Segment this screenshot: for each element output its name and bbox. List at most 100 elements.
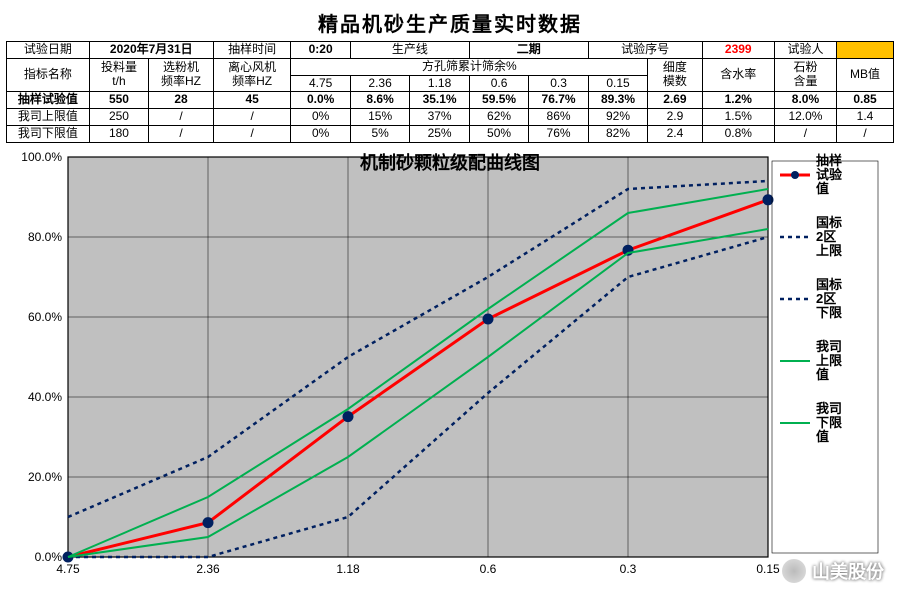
cell: 89.3%: [588, 92, 647, 109]
table-row: 我司下限值180//0%5%25%50%76%82%2.40.8%//: [7, 125, 894, 142]
svg-text:2区: 2区: [816, 229, 836, 244]
cell: 59.5%: [469, 92, 528, 109]
val-test-seq: 2399: [702, 42, 774, 59]
cell: 15%: [350, 109, 409, 126]
lbl-test-date: 试验日期: [7, 42, 90, 59]
cell: 76.7%: [529, 92, 588, 109]
cell: /: [774, 125, 836, 142]
lbl-test-seq: 试验序号: [588, 42, 702, 59]
lbl-mb: MB值: [837, 58, 894, 92]
watermark: 山美股份: [782, 558, 884, 584]
sieve-h: 0.6: [469, 75, 528, 92]
cell: 1.5%: [702, 109, 774, 126]
chart-title: 机制砂颗粒级配曲线图: [6, 149, 894, 175]
table-row: 抽样试验值55028450.0%8.6%35.1%59.5%76.7%89.3%…: [7, 92, 894, 109]
cell: 25%: [410, 125, 469, 142]
cell: 5%: [350, 125, 409, 142]
lbl-feed: 投料量t/h: [89, 58, 148, 92]
cell: 37%: [410, 109, 469, 126]
lbl-tester: 试验人: [774, 42, 836, 59]
cell: 2.4: [648, 125, 702, 142]
cell: /: [149, 125, 214, 142]
svg-text:我司: 我司: [816, 401, 842, 416]
svg-text:0.3: 0.3: [620, 562, 637, 576]
svg-text:60.0%: 60.0%: [28, 310, 62, 324]
watermark-text: 山美股份: [812, 558, 884, 584]
lbl-powder: 选粉机频率HZ: [149, 58, 214, 92]
cell: /: [213, 125, 291, 142]
cell: 35.1%: [410, 92, 469, 109]
svg-text:值: 值: [816, 367, 829, 382]
cell: /: [837, 125, 894, 142]
cell: 0.85: [837, 92, 894, 109]
cell: 1.2%: [702, 92, 774, 109]
val-prod-line: 二期: [469, 42, 588, 59]
lbl-sample-time: 抽样时间: [213, 42, 291, 59]
sieve-h: 2.36: [350, 75, 409, 92]
cell: 92%: [588, 109, 647, 126]
lbl-prod-line: 生产线: [350, 42, 469, 59]
svg-text:国标: 国标: [816, 277, 842, 292]
cell: 抽样试验值: [7, 92, 90, 109]
svg-text:下限: 下限: [816, 415, 843, 430]
sieve-h: 4.75: [291, 75, 350, 92]
svg-text:20.0%: 20.0%: [28, 470, 62, 484]
cell: 8.0%: [774, 92, 836, 109]
sieve-h: 0.3: [529, 75, 588, 92]
grading-chart: 0.0%20.0%40.0%60.0%80.0%100.0%4.752.361.…: [6, 147, 886, 587]
cell: 8.6%: [350, 92, 409, 109]
svg-text:值: 值: [816, 429, 829, 444]
table-row: 我司上限值250//0%15%37%62%86%92%2.91.5%12.0%1…: [7, 109, 894, 126]
svg-text:2.36: 2.36: [196, 562, 220, 576]
cell: 我司下限值: [7, 125, 90, 142]
cell: 62%: [469, 109, 528, 126]
cell: 2.69: [648, 92, 702, 109]
cell: 45: [213, 92, 291, 109]
cell: 0.8%: [702, 125, 774, 142]
lbl-indicator: 指标名称: [7, 58, 90, 92]
svg-text:2区: 2区: [816, 291, 836, 306]
svg-text:40.0%: 40.0%: [28, 390, 62, 404]
svg-text:上限: 上限: [816, 353, 843, 368]
svg-text:1.18: 1.18: [336, 562, 360, 576]
cell: 50%: [469, 125, 528, 142]
cell: 我司上限值: [7, 109, 90, 126]
cell: 550: [89, 92, 148, 109]
lbl-stone: 石粉含量: [774, 58, 836, 92]
svg-text:4.75: 4.75: [56, 562, 80, 576]
cell: 12.0%: [774, 109, 836, 126]
val-test-date: 2020年7月31日: [89, 42, 213, 59]
val-tester: [837, 42, 894, 59]
cell: 0%: [291, 125, 350, 142]
chart-container: 机制砂颗粒级配曲线图 0.0%20.0%40.0%60.0%80.0%100.0…: [6, 147, 894, 590]
svg-text:上限: 上限: [816, 243, 843, 258]
svg-text:值: 值: [816, 181, 829, 196]
cell: 0.0%: [291, 92, 350, 109]
cell: /: [149, 109, 214, 126]
cell: 0%: [291, 109, 350, 126]
svg-text:0.6: 0.6: [480, 562, 497, 576]
cell: 180: [89, 125, 148, 142]
cell: 82%: [588, 125, 647, 142]
cell: 76%: [529, 125, 588, 142]
lbl-sieve-group: 方孔筛累计筛余%: [291, 58, 648, 75]
cell: 1.4: [837, 109, 894, 126]
cell: 250: [89, 109, 148, 126]
svg-text:80.0%: 80.0%: [28, 230, 62, 244]
watermark-icon: [782, 559, 806, 583]
val-sample-time: 0:20: [291, 42, 350, 59]
lbl-moisture: 含水率: [702, 58, 774, 92]
cell: 28: [149, 92, 214, 109]
svg-text:国标: 国标: [816, 215, 842, 230]
lbl-centrif: 离心风机频率HZ: [213, 58, 291, 92]
svg-text:我司: 我司: [816, 339, 842, 354]
cell: 2.9: [648, 109, 702, 126]
svg-text:0.15: 0.15: [756, 562, 780, 576]
header-row-1: 指标名称 投料量t/h 选粉机频率HZ 离心风机频率HZ 方孔筛累计筛余% 细度…: [7, 58, 894, 75]
sieve-h: 1.18: [410, 75, 469, 92]
sieve-h: 0.15: [588, 75, 647, 92]
svg-text:下限: 下限: [816, 305, 843, 320]
cell: /: [213, 109, 291, 126]
data-table: 试验日期 2020年7月31日 抽样时间 0:20 生产线 二期 试验序号 23…: [6, 41, 894, 143]
page-title: 精品机砂生产质量实时数据: [6, 8, 894, 37]
